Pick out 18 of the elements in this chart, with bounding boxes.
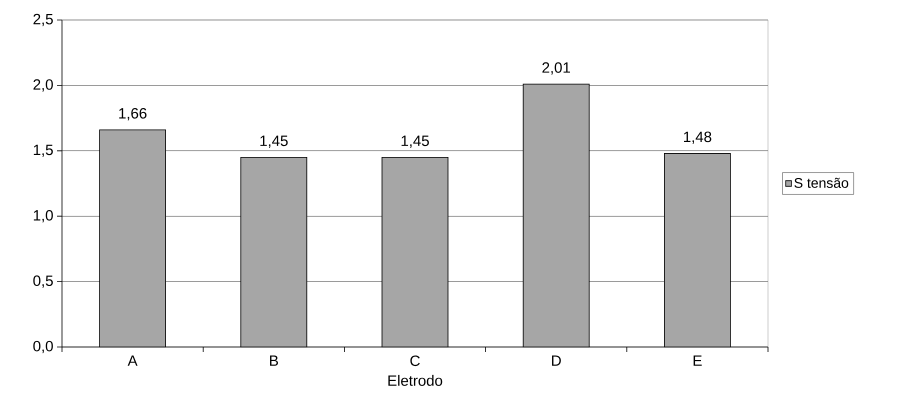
data-label: 1,45 xyxy=(260,136,288,148)
x-tick-label: B xyxy=(270,356,278,366)
y-tick-label: 1,5 xyxy=(34,144,53,157)
x-tick-label: A xyxy=(128,356,138,366)
data-label: 1,66 xyxy=(119,108,146,120)
y-tick-label: 2,5 xyxy=(33,14,53,26)
data-label: 1,45 xyxy=(402,136,429,148)
x-tick-label: E xyxy=(694,356,702,366)
y-tick-label: 0,0 xyxy=(33,340,53,354)
data-label: 2,01 xyxy=(542,62,570,75)
y-tick-label: 2,0 xyxy=(33,79,53,92)
x-tick-label: C xyxy=(410,356,420,366)
x-axis-title: Eletrodo xyxy=(388,374,442,386)
data-label: 1,48 xyxy=(684,132,712,144)
x-tick-label: D xyxy=(552,356,561,366)
y-tick-label: 0,5 xyxy=(33,275,53,288)
legend-label: S tensão xyxy=(794,178,848,188)
y-tick-label: 1,0 xyxy=(34,210,53,222)
